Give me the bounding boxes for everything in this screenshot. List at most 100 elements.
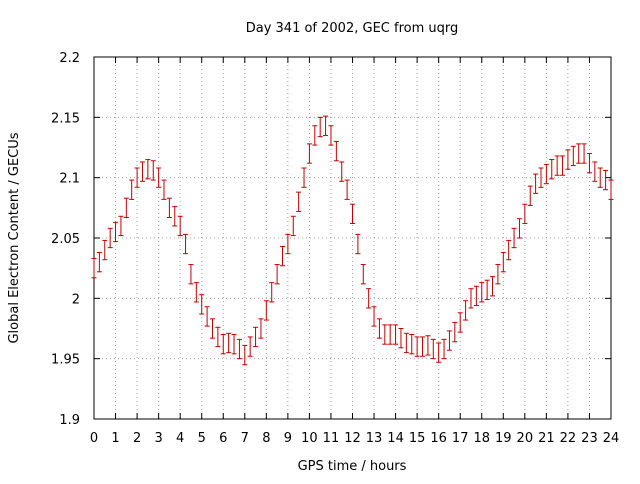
x-tick-label: 14 [387, 431, 404, 446]
data-point [586, 153, 592, 174]
y-tick-label: 1.95 [51, 353, 80, 368]
data-point [527, 185, 533, 206]
x-tick-label: 21 [538, 431, 555, 446]
data-point [258, 318, 264, 339]
data-point [446, 330, 452, 351]
data-point [301, 167, 307, 188]
data-point [209, 318, 215, 339]
data-point [382, 324, 388, 345]
data-point [484, 279, 490, 301]
data-point [113, 221, 119, 243]
data-point [102, 239, 108, 261]
data-point [430, 338, 436, 360]
data-point [570, 145, 576, 167]
data-point [543, 163, 549, 185]
x-tick-label: 12 [344, 431, 361, 446]
x-tick-label: 5 [198, 431, 206, 446]
data-point [565, 149, 571, 170]
data-point [549, 159, 555, 180]
data-point [608, 179, 614, 200]
data-point [139, 161, 145, 182]
x-tick-label: 22 [560, 431, 577, 446]
data-point [452, 321, 458, 343]
data-point [360, 264, 366, 285]
data-point [473, 285, 479, 307]
data-point [436, 342, 442, 363]
tick-labels: 0 1 2 3 4 5 6 7 8 9 10 11 12 13 14 15 16 17 18 19 20 21 22 23 24… [51, 51, 619, 446]
data-point [312, 125, 318, 146]
y-tick-label: 1.9 [59, 413, 80, 428]
x-tick-label: 16 [430, 431, 447, 446]
data-point [409, 334, 415, 355]
y-tick-label: 2.1 [59, 172, 80, 187]
x-tick-label: 4 [176, 431, 184, 446]
x-tick-label: 23 [581, 431, 598, 446]
x-tick-label: 0 [90, 431, 98, 446]
x-tick-label: 15 [409, 431, 426, 446]
data-point [344, 179, 350, 200]
y-tick-label: 2 [72, 292, 80, 307]
data-point [285, 233, 291, 255]
data-point [425, 335, 431, 356]
data-point [279, 245, 285, 267]
data-point [398, 328, 404, 349]
data-point [188, 264, 194, 285]
data-points [91, 115, 614, 366]
data-point [269, 282, 275, 303]
data-point [333, 140, 339, 162]
data-point [220, 334, 226, 355]
data-point [183, 233, 189, 255]
data-point [603, 169, 609, 191]
data-point [468, 288, 474, 309]
x-tick-label: 10 [301, 431, 318, 446]
data-point [533, 173, 539, 194]
data-point [91, 258, 97, 279]
data-point [242, 344, 248, 366]
data-point [145, 159, 151, 180]
x-tick-label: 6 [219, 431, 227, 446]
data-point [597, 167, 603, 188]
data-point [161, 179, 167, 200]
data-point [166, 197, 172, 218]
data-point [204, 306, 210, 327]
data-point [516, 218, 522, 239]
data-point [366, 288, 372, 309]
data-point [500, 251, 506, 273]
x-tick-label: 13 [366, 431, 383, 446]
data-point [96, 251, 102, 273]
y-tick-label: 2.15 [51, 111, 80, 126]
data-point [490, 276, 496, 297]
data-point [376, 318, 382, 339]
x-tick-label: 19 [495, 431, 512, 446]
data-point [263, 300, 269, 321]
data-point [560, 155, 566, 176]
x-tick-label: 20 [517, 431, 534, 446]
x-tick-label: 1 [111, 431, 119, 446]
data-point [134, 167, 140, 188]
x-tick-label: 2 [133, 431, 141, 446]
data-point [156, 167, 162, 188]
data-point [328, 125, 334, 146]
data-point [581, 143, 587, 164]
data-point [107, 227, 113, 249]
data-point [123, 197, 129, 218]
x-tick-label: 18 [473, 431, 490, 446]
data-point [479, 282, 485, 303]
data-point [592, 161, 598, 182]
data-point [387, 324, 393, 345]
data-point [226, 332, 232, 354]
x-axis-label: GPS time / hours [298, 459, 407, 474]
data-point [172, 206, 178, 227]
data-point [296, 191, 302, 212]
x-tick-label: 11 [323, 431, 340, 446]
data-point [323, 115, 329, 136]
data-point [253, 326, 259, 348]
grid-lines [94, 57, 611, 419]
data-point [199, 294, 205, 315]
data-point [193, 282, 199, 303]
y-tick-label: 2.05 [51, 232, 80, 247]
x-tick-label: 3 [154, 431, 162, 446]
data-point [247, 336, 253, 357]
data-point [511, 227, 517, 249]
